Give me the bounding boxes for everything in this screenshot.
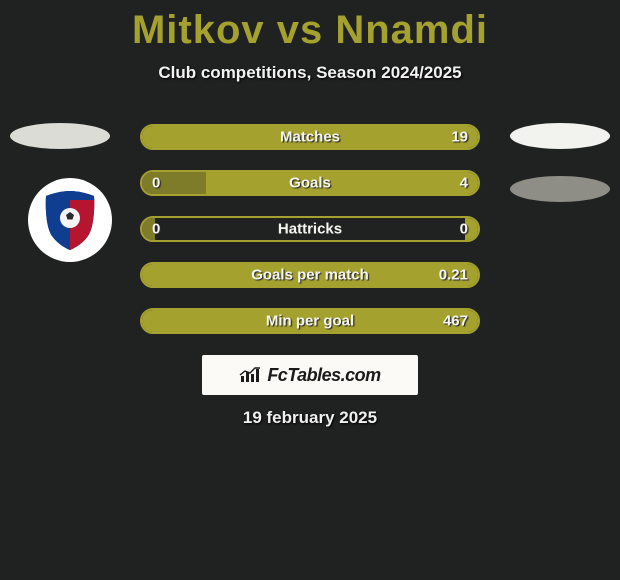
stat-label: Hattricks [278, 221, 342, 238]
stat-label: Goals [289, 175, 331, 192]
player-right-club-placeholder-oval [510, 176, 610, 202]
stat-left-value: 0 [152, 175, 160, 192]
stat-right-value: 0.21 [439, 267, 468, 284]
stat-bar: 0 Hattricks 0 [140, 216, 480, 242]
stat-left-value: 0 [152, 221, 160, 238]
stat-label: Matches [280, 129, 340, 146]
brand-box[interactable]: FcTables.com [202, 355, 418, 395]
comparison-bars: Matches 19 0 Goals 4 0 Hattricks 0 Goals per mat… [140, 124, 480, 354]
player-left-placeholder-oval [10, 123, 110, 149]
stat-bar: Min per goal 467 [140, 308, 480, 334]
stat-bar: Matches 19 [140, 124, 480, 150]
vs-word: vs [277, 8, 336, 52]
bar-chart-icon [239, 366, 261, 384]
brand-text: FcTables.com [267, 365, 380, 386]
player-right-placeholder-oval [510, 123, 610, 149]
stat-right-value: 19 [451, 129, 468, 146]
club-badge-icon [38, 188, 102, 252]
player-left-club-badge [28, 178, 112, 262]
stat-bar: Goals per match 0.21 [140, 262, 480, 288]
player-left-name: Mitkov [132, 8, 265, 52]
subtitle: Club competitions, Season 2024/2025 [0, 63, 620, 83]
stat-right-value: 4 [460, 175, 468, 192]
stat-right-value: 0 [460, 221, 468, 238]
date-line: 19 february 2025 [0, 408, 620, 428]
stat-label: Goals per match [251, 267, 369, 284]
stat-label: Min per goal [266, 313, 354, 330]
page-title: Mitkov vs Nnamdi [0, 0, 620, 53]
stat-bar-right-fill [206, 172, 478, 194]
player-right-name: Nnamdi [335, 8, 488, 52]
stat-right-value: 467 [443, 313, 468, 330]
stat-bar: 0 Goals 4 [140, 170, 480, 196]
